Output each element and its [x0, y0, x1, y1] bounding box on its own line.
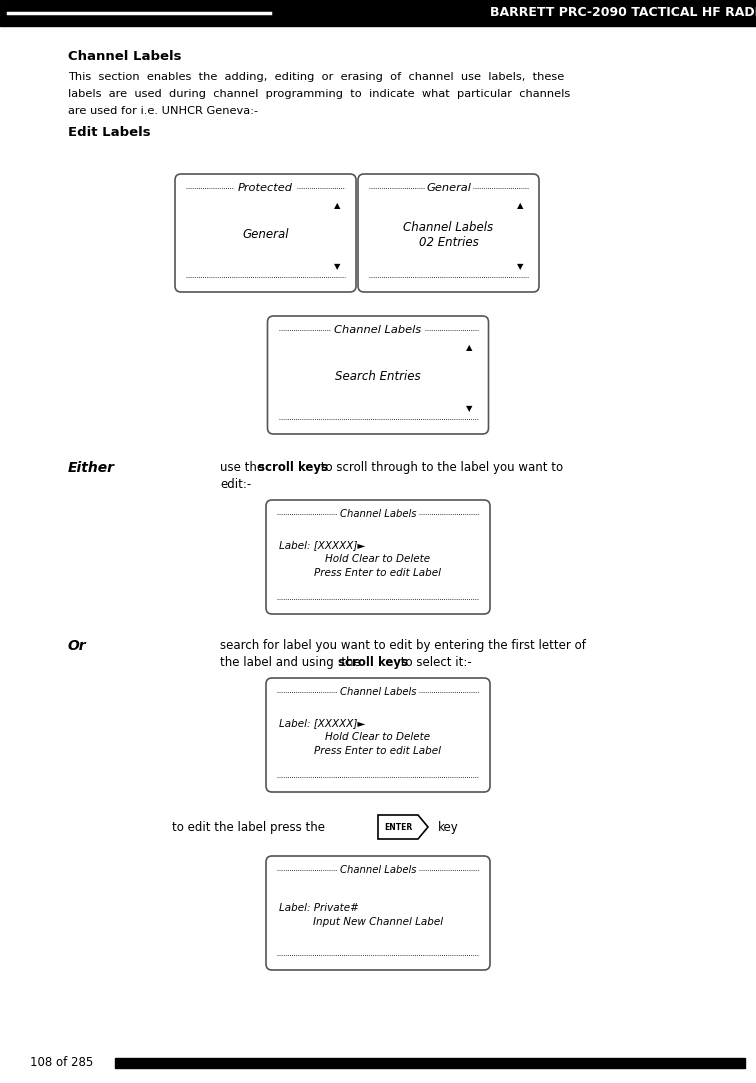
FancyBboxPatch shape — [268, 316, 488, 434]
Text: Label: Private#: Label: Private# — [279, 903, 359, 913]
Text: This  section  enables  the  adding,  editing  or  erasing  of  channel  use  la: This section enables the adding, editing… — [68, 71, 564, 82]
Text: ▲: ▲ — [466, 343, 472, 352]
FancyBboxPatch shape — [266, 500, 490, 614]
Text: Press Enter to edit Label: Press Enter to edit Label — [314, 745, 442, 756]
Text: ▼: ▼ — [517, 262, 523, 271]
Text: to scroll through to the label you want to: to scroll through to the label you want … — [317, 461, 562, 474]
Text: Press Enter to edit Label: Press Enter to edit Label — [314, 567, 442, 577]
Text: ▲: ▲ — [517, 201, 523, 210]
Text: Protected: Protected — [238, 183, 293, 193]
Text: Channel Labels: Channel Labels — [404, 221, 494, 234]
Text: ▼: ▼ — [333, 262, 340, 271]
Text: Edit Labels: Edit Labels — [68, 126, 150, 139]
Text: General: General — [242, 229, 289, 242]
Text: to edit the label press the: to edit the label press the — [172, 821, 325, 834]
Text: Search Entries: Search Entries — [335, 370, 421, 383]
Text: Hold Clear to Delete: Hold Clear to Delete — [325, 732, 431, 742]
Text: to select it:-: to select it:- — [397, 656, 472, 669]
FancyBboxPatch shape — [266, 856, 490, 970]
Text: Channel Labels: Channel Labels — [339, 865, 417, 875]
Text: Hold Clear to Delete: Hold Clear to Delete — [325, 554, 431, 564]
Text: Or: Or — [68, 639, 87, 653]
Text: Channel Labels: Channel Labels — [334, 325, 422, 335]
Text: labels  are  used  during  channel  programming  to  indicate  what  particular : labels are used during channel programmi… — [68, 89, 570, 99]
Text: search for label you want to edit by entering the first letter of: search for label you want to edit by ent… — [220, 639, 586, 652]
Text: ▲: ▲ — [333, 201, 340, 210]
Text: Either: Either — [68, 461, 115, 475]
Text: Channel Labels: Channel Labels — [68, 50, 181, 63]
Bar — [115, 1058, 745, 1068]
Text: Channel Labels: Channel Labels — [339, 509, 417, 519]
Text: Label: [XXXXX]►: Label: [XXXXX]► — [279, 718, 365, 729]
Text: edit:-: edit:- — [220, 478, 251, 491]
Text: 02 Entries: 02 Entries — [419, 236, 479, 249]
FancyBboxPatch shape — [358, 174, 539, 292]
Text: BARRETT PRC-2090 TACTICAL HF RADIO SYSTEM: BARRETT PRC-2090 TACTICAL HF RADIO SYSTE… — [490, 6, 756, 19]
Text: key: key — [438, 821, 459, 834]
Bar — [0, 0, 756, 26]
Text: Input New Channel Label: Input New Channel Label — [313, 917, 443, 927]
Text: Label: [XXXXX]►: Label: [XXXXX]► — [279, 540, 365, 550]
Polygon shape — [378, 815, 428, 839]
FancyBboxPatch shape — [175, 174, 356, 292]
FancyBboxPatch shape — [266, 678, 490, 792]
Text: ENTER: ENTER — [384, 822, 412, 832]
Text: scroll keys: scroll keys — [258, 461, 328, 474]
Text: scroll keys: scroll keys — [338, 656, 408, 669]
Text: 108 of 285: 108 of 285 — [30, 1057, 93, 1070]
Text: ▼: ▼ — [466, 404, 472, 413]
Text: General: General — [426, 183, 471, 193]
Text: are used for i.e. UNHCR Geneva:-: are used for i.e. UNHCR Geneva:- — [68, 106, 258, 116]
Text: use the: use the — [220, 461, 268, 474]
Text: the label and using  the: the label and using the — [220, 656, 364, 669]
Text: Channel Labels: Channel Labels — [339, 687, 417, 697]
